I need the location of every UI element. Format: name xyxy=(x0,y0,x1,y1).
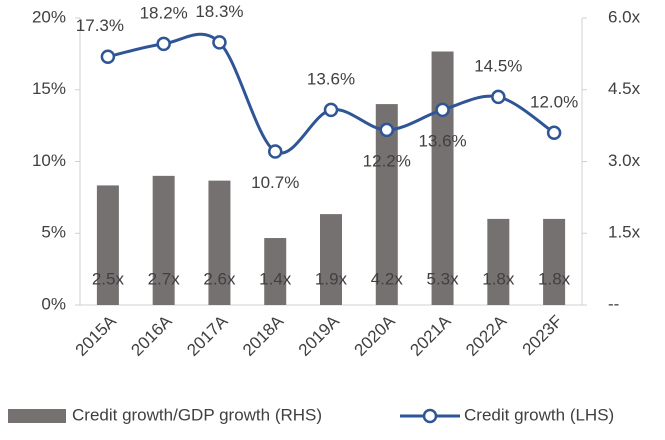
bar-value-label: 2.7x xyxy=(148,269,181,288)
line-value-label: 14.5% xyxy=(474,56,522,75)
y2-tick-label: 3.0x xyxy=(608,151,641,170)
bar-value-label: 1.8x xyxy=(482,269,515,288)
line-value-label: 13.6% xyxy=(307,69,355,88)
bar-value-label: 1.4x xyxy=(259,269,292,288)
y-tick-label: 5% xyxy=(41,223,66,242)
bar-value-label: 1.8x xyxy=(538,269,571,288)
line-marker xyxy=(491,89,506,105)
bar-value-label: 2.6x xyxy=(203,269,236,288)
bar xyxy=(320,214,342,305)
bar xyxy=(264,238,287,305)
y2-tick-label: 4.5x xyxy=(608,79,641,98)
bar xyxy=(96,185,119,305)
bar-value-label: 2.5x xyxy=(92,269,125,288)
y-tick-label: 10% xyxy=(32,151,66,170)
x-tick-label: 2015A xyxy=(72,311,121,360)
line-value-label: 18.2% xyxy=(140,3,188,22)
x-tick-label: 2022A xyxy=(462,311,511,360)
x-tick-label: 2017A xyxy=(183,311,232,360)
y2-tick-label: 1.5x xyxy=(608,223,641,242)
x-tick-label: 2021A xyxy=(406,311,455,360)
y-tick-label: 20% xyxy=(32,7,66,26)
x-tick-label: 2019A xyxy=(295,311,344,360)
bar-value-label: 1.9x xyxy=(315,269,348,288)
x-tick-label: 2016A xyxy=(127,311,176,360)
line-marker xyxy=(546,125,562,141)
line-value-label: 10.7% xyxy=(251,173,299,192)
line xyxy=(107,32,555,155)
x-tick-label: 2018A xyxy=(239,311,288,360)
bar xyxy=(543,218,566,305)
bar xyxy=(487,218,510,305)
line-value-label: 17.3% xyxy=(76,16,124,35)
bar xyxy=(431,51,454,305)
y2-tick-label: -- xyxy=(608,294,619,313)
x-tick-label: 2020A xyxy=(351,311,400,360)
line-marker xyxy=(212,35,227,50)
line-marker xyxy=(379,122,395,138)
bar-value-label: 4.2x xyxy=(371,269,404,288)
bar-value-label: 5.3x xyxy=(426,269,459,288)
y-tick-label: 0% xyxy=(41,294,66,313)
line-marker xyxy=(323,102,339,118)
legend-swatch-marker xyxy=(422,408,438,424)
bar xyxy=(375,104,398,305)
line-marker xyxy=(435,102,450,118)
bar xyxy=(208,180,231,305)
line-marker xyxy=(267,144,283,159)
y2-tick-label: 6.0x xyxy=(608,7,641,26)
legend-swatch xyxy=(8,409,66,423)
line-value-label: 18.3% xyxy=(195,2,243,21)
line-value-label: 12.0% xyxy=(530,92,578,111)
legend-label: Credit growth (LHS) xyxy=(464,405,614,424)
line-value-label: 13.6% xyxy=(418,131,466,150)
legend-label: Credit growth/GDP growth (RHS) xyxy=(72,405,322,424)
line-value-label: 12.2% xyxy=(363,151,411,170)
bar xyxy=(152,175,175,305)
line-marker xyxy=(100,49,116,64)
line-marker xyxy=(156,36,171,52)
y-tick-label: 15% xyxy=(32,79,66,98)
x-tick-label: 2023F xyxy=(519,312,567,360)
